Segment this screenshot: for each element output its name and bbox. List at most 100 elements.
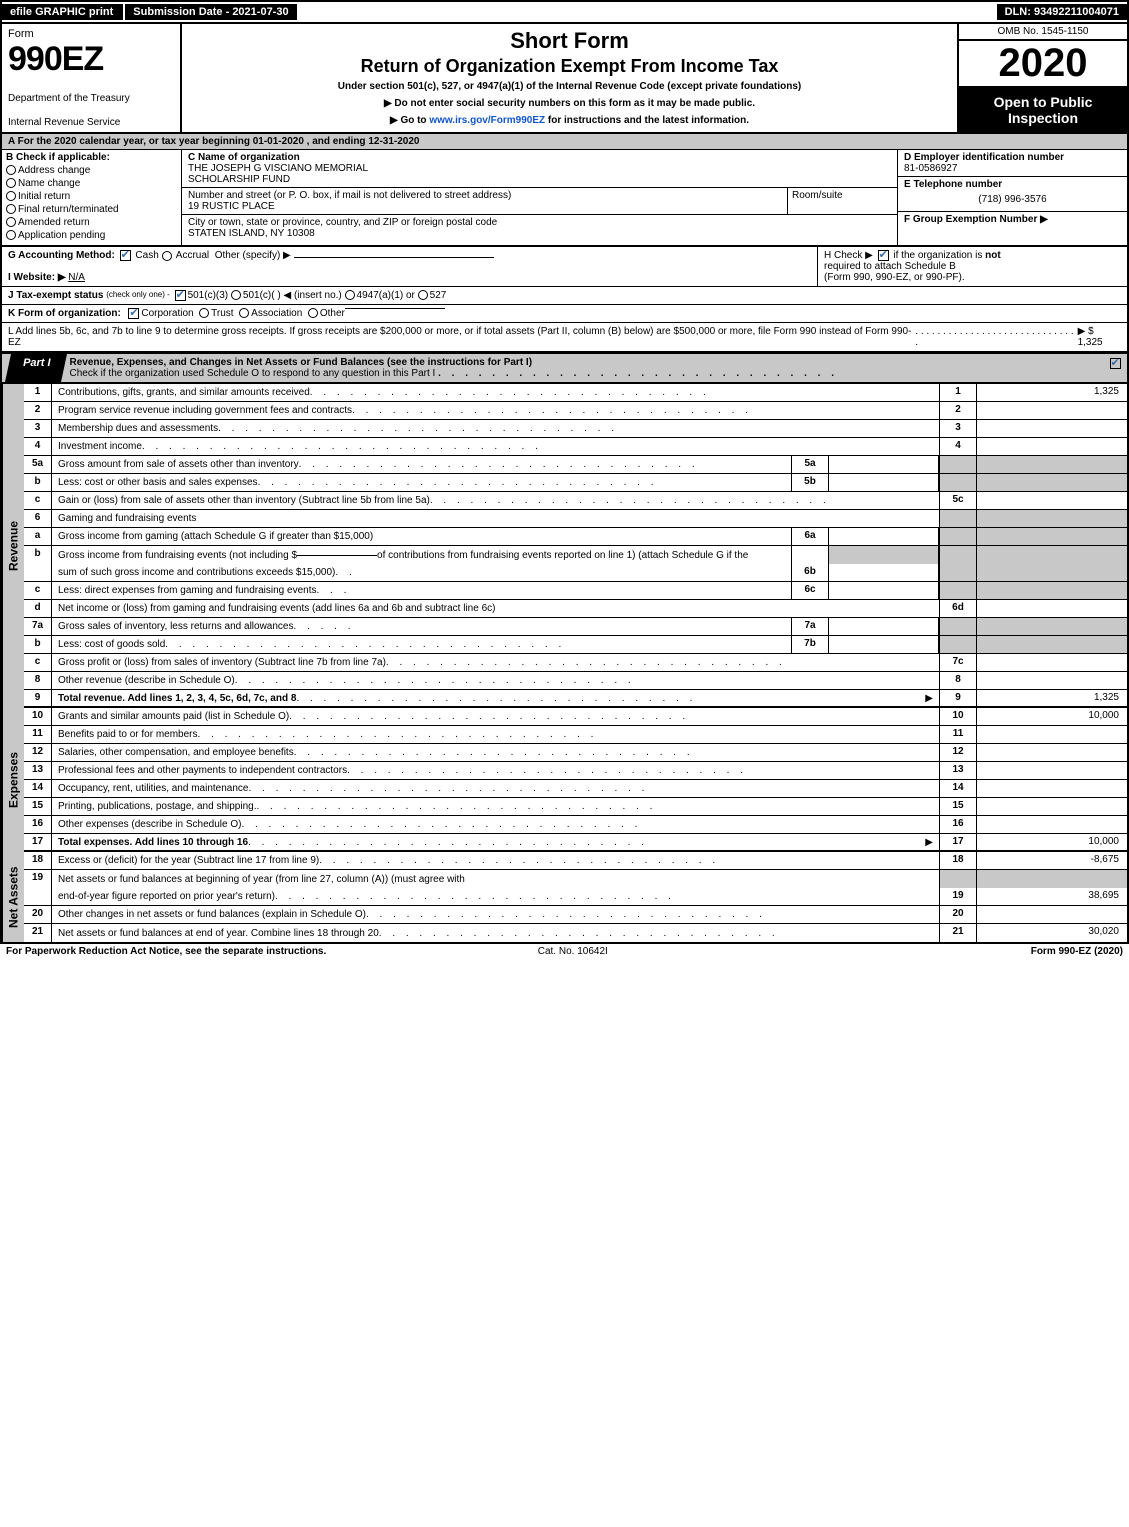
- org-name-label: C Name of organization: [188, 152, 300, 163]
- title-return: Return of Organization Exempt From Incom…: [188, 56, 951, 77]
- ln-6c-rn-grey: [939, 582, 977, 599]
- form-meta-block: OMB No. 1545-1150 2020 Open to Public In…: [957, 24, 1127, 132]
- ln-6d: d: [24, 600, 52, 617]
- other-org-input[interactable]: [345, 308, 445, 309]
- 527-radio[interactable]: [418, 290, 428, 300]
- ln-8-num: 8: [939, 672, 977, 689]
- ln-4: 4: [24, 438, 52, 455]
- ln-7c: c: [24, 654, 52, 671]
- instr-ssn: ▶ Do not enter social security numbers o…: [188, 98, 951, 109]
- ln-6b-input[interactable]: [297, 555, 377, 556]
- ein-label: D Employer identification number: [904, 152, 1064, 163]
- final-return-radio[interactable]: [6, 204, 16, 214]
- line-j: J Tax-exempt status (check only one) - 5…: [0, 287, 1129, 305]
- final-return-label: Final return/terminated: [18, 204, 119, 215]
- ln-6b-d1: Gross income from fundraising events (no…: [58, 550, 297, 561]
- website-value: N/A: [68, 272, 85, 283]
- dots: . . . . . . . . . . . . . . . . . . . . …: [319, 855, 933, 866]
- ln-11-num: 11: [939, 726, 977, 743]
- addr-value: 19 RUSTIC PLACE: [188, 201, 275, 212]
- form-title-block: Short Form Return of Organization Exempt…: [182, 24, 957, 132]
- h-check-prefix: H Check ▶: [824, 250, 873, 261]
- assoc-radio[interactable]: [239, 308, 249, 318]
- efile-print-button[interactable]: efile GRAPHIC print: [2, 4, 123, 20]
- irs-link[interactable]: www.irs.gov/Form990EZ: [429, 115, 545, 126]
- trust-radio[interactable]: [199, 308, 209, 318]
- ln-6b2-rn-grey: [939, 564, 977, 581]
- ln-18-amt: -8,675: [977, 852, 1127, 869]
- ln-20-desc: Other changes in net assets or fund bala…: [58, 909, 366, 920]
- ln-10-amt: 10,000: [977, 708, 1127, 725]
- dots: . . . . . . . . . . . . . . . . . . . . …: [258, 477, 785, 488]
- ln-16-num: 16: [939, 816, 977, 833]
- ln-19-cont: [24, 888, 52, 905]
- part1-header: Part I Revenue, Expenses, and Changes in…: [0, 353, 1129, 384]
- box-b-label: B Check if applicable:: [6, 152, 110, 163]
- amended-return-radio[interactable]: [6, 217, 16, 227]
- ln-6c-desc: Less: direct expenses from gaming and fu…: [58, 585, 316, 596]
- dots: . . . . . . . . . . . . . . . . . . . . …: [142, 441, 933, 452]
- arrow-icon: ▶: [925, 837, 933, 848]
- ln-13-amt: [977, 762, 1127, 779]
- line-l: L Add lines 5b, 6c, and 7b to line 9 to …: [0, 323, 1129, 353]
- initial-return-radio[interactable]: [6, 191, 16, 201]
- other-specify-input[interactable]: [294, 257, 494, 258]
- corp-checkbox[interactable]: [128, 308, 139, 319]
- ln-5c-desc: Gain or (loss) from sale of assets other…: [58, 495, 430, 506]
- dots: . . . . . . . . . . . . . . . . . . . . …: [299, 459, 785, 470]
- ln-6a-mid: 6a: [791, 528, 829, 545]
- h-not: not: [985, 250, 1001, 261]
- ln-15-num: 15: [939, 798, 977, 815]
- ln-5c-num: 5c: [939, 492, 977, 509]
- ln-6a-rn-grey: [939, 528, 977, 545]
- ln-19-num: 19: [939, 888, 977, 905]
- tax-exempt-label: J Tax-exempt status: [8, 290, 103, 301]
- app-pending-radio[interactable]: [6, 230, 16, 240]
- accounting-method-label: G Accounting Method:: [8, 250, 115, 261]
- room-label: Room/suite: [792, 190, 843, 201]
- ln-5a-mid: 5a: [791, 456, 829, 473]
- 501c-radio[interactable]: [231, 290, 241, 300]
- h-checkbox[interactable]: [878, 250, 889, 261]
- line-k: K Form of organization: Corporation Trus…: [0, 305, 1129, 323]
- ln-5a-rn-grey: [939, 456, 977, 473]
- ln-6c-midamt: [829, 582, 939, 599]
- ln-13-desc: Professional fees and other payments to …: [58, 765, 347, 776]
- dept-irs: Internal Revenue Service: [8, 117, 174, 128]
- dots: . . . . . . . . . . . . . . . . . . . . …: [248, 783, 933, 794]
- dots: . . . . . . . . . . . . . . . . . . . . …: [915, 326, 1077, 348]
- ln-5b: b: [24, 474, 52, 491]
- ln-2: 2: [24, 402, 52, 419]
- 527-label: 527: [430, 290, 447, 301]
- other-org-radio[interactable]: [308, 308, 318, 318]
- ln-10-desc: Grants and similar amounts paid (list in…: [58, 711, 289, 722]
- cash-checkbox[interactable]: [120, 250, 131, 261]
- ln-20-num: 20: [939, 906, 977, 923]
- org-name-2: SCHOLARSHIP FUND: [188, 174, 290, 185]
- name-change-radio[interactable]: [6, 178, 16, 188]
- ln-4-num: 4: [939, 438, 977, 455]
- dots: . . . . . . . . . . . . . . . . . . . . …: [235, 675, 933, 686]
- 501c3-checkbox[interactable]: [175, 290, 186, 301]
- entity-block: B Check if applicable: Address change Na…: [0, 150, 1129, 247]
- ln-6-rn-grey: [939, 510, 977, 527]
- part1-schedule-o-checkbox[interactable]: [1110, 358, 1121, 369]
- ln-3-amt: [977, 420, 1127, 437]
- ln-15-desc: Printing, publications, postage, and shi…: [58, 801, 256, 812]
- ln-13: 13: [24, 762, 52, 779]
- ln-2-num: 2: [939, 402, 977, 419]
- addr-change-radio[interactable]: [6, 165, 16, 175]
- ln-6b-midamt: [829, 564, 939, 581]
- ln-11: 11: [24, 726, 52, 743]
- website-label: I Website: ▶: [8, 272, 66, 283]
- group-exemption-label: F Group Exemption Number ▶: [904, 214, 1048, 225]
- 4947-radio[interactable]: [345, 290, 355, 300]
- org-name-1: THE JOSEPH G VISCIANO MEMORIAL: [188, 163, 368, 174]
- ln-6b-mid-grey: [791, 546, 829, 564]
- dots: . . . . . . . . . . . . . . . . . . . . …: [379, 928, 933, 939]
- accrual-radio[interactable]: [162, 251, 172, 261]
- ln-5b-rn-grey: [939, 474, 977, 491]
- dln-label: DLN: 93492211004071: [997, 4, 1127, 20]
- ln-6b-cont: [24, 564, 52, 581]
- h-text3: required to attach Schedule B: [824, 261, 956, 272]
